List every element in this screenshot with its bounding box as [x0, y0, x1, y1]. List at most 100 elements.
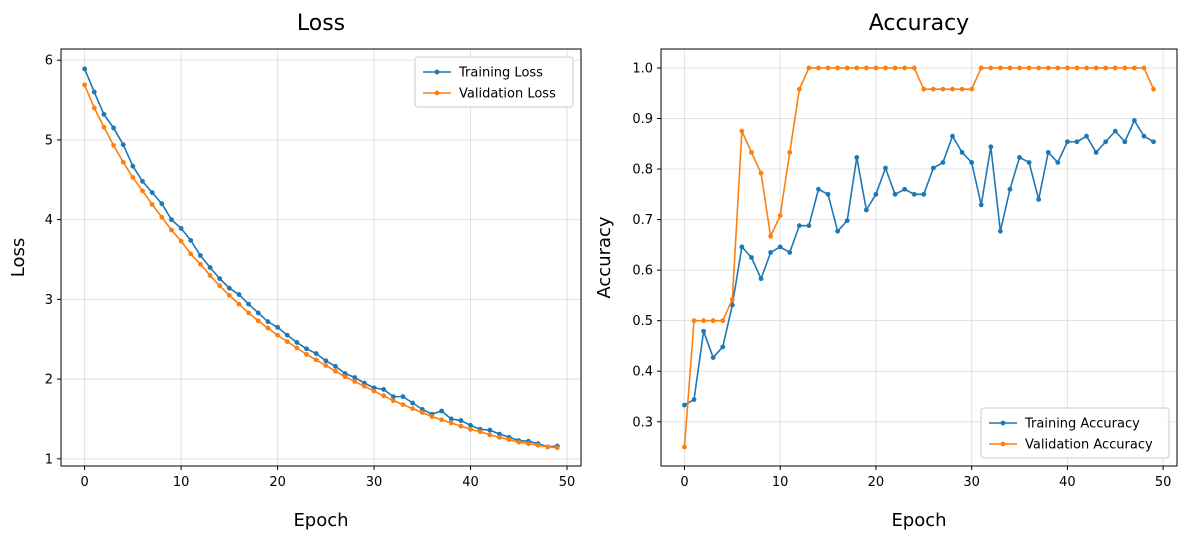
legend-box — [414, 56, 574, 108]
data-point — [101, 111, 107, 117]
data-point — [159, 214, 165, 220]
data-point — [284, 339, 290, 345]
y-tick-label: 0.7 — [632, 213, 653, 228]
data-point — [400, 402, 406, 408]
data-point — [120, 159, 126, 165]
data-point — [1064, 139, 1070, 145]
data-point — [381, 393, 387, 399]
data-point — [873, 65, 879, 71]
data-point — [1074, 65, 1080, 71]
data-point — [1131, 118, 1137, 123]
x-tick-label: 50 — [559, 475, 576, 490]
data-point — [468, 426, 473, 432]
data-point — [844, 65, 850, 71]
data-point — [959, 149, 965, 155]
data-point — [863, 65, 869, 71]
data-point — [130, 174, 136, 180]
data-point — [304, 346, 309, 352]
data-point — [477, 429, 483, 435]
data-point — [526, 441, 531, 447]
data-point — [749, 255, 754, 260]
data-point — [682, 402, 687, 408]
data-point — [959, 86, 965, 92]
data-point — [265, 325, 271, 331]
data-point — [419, 410, 425, 415]
data-point — [997, 228, 1003, 234]
data-point — [101, 124, 107, 130]
x-axis-label: Epoch — [293, 510, 348, 531]
data-point — [217, 283, 223, 289]
x-tick-label: 20 — [868, 475, 885, 490]
data-point — [226, 292, 232, 298]
data-point — [390, 398, 396, 404]
chart-panel-2: 0 10 20 30 40 50 0.3 0.4 0.5 0.6 0.7 0.8 0.9 1.0 Accur… — [594, 11, 1178, 531]
data-point — [545, 444, 551, 450]
data-point — [1103, 139, 1109, 145]
data-point — [217, 276, 223, 282]
x-axis-label: Epoch — [891, 510, 946, 531]
data-point — [1084, 133, 1089, 139]
x-tick-label: 10 — [173, 475, 190, 490]
data-point — [950, 133, 955, 139]
data-point — [149, 202, 155, 207]
y-tick-label: 6 — [45, 54, 53, 69]
x-tick-label: 0 — [80, 475, 88, 490]
data-point — [710, 318, 716, 324]
data-point — [82, 66, 88, 72]
data-point — [940, 86, 946, 92]
y-tick-label: 1.0 — [632, 61, 653, 76]
data-point — [294, 340, 300, 345]
y-tick-label: 0.4 — [632, 365, 653, 380]
legend-label: Validation Accuracy — [1025, 438, 1153, 453]
data-point — [439, 417, 444, 423]
data-point — [371, 388, 377, 394]
data-point — [255, 318, 261, 324]
data-point — [816, 65, 821, 71]
data-point — [921, 86, 927, 92]
data-point — [691, 318, 697, 324]
plot-area — [61, 49, 581, 466]
data-point — [333, 363, 338, 369]
plot-frame — [60, 48, 582, 467]
y-tick-label: 0.9 — [632, 112, 653, 127]
data-point — [691, 397, 697, 402]
data-point — [1131, 65, 1137, 71]
data-point — [701, 328, 707, 334]
data-point — [988, 144, 994, 150]
data-point — [758, 276, 764, 282]
data-point — [1084, 65, 1089, 71]
data-point — [806, 223, 812, 229]
data-point — [111, 125, 116, 131]
data-point — [854, 65, 860, 71]
chart-panel-1: 0 10 20 30 40 50 1 2 3 4 5 6 Loss Epoch Loss Training L… — [8, 11, 582, 531]
data-point — [1017, 155, 1022, 160]
data-point — [950, 86, 955, 92]
data-point — [720, 318, 726, 324]
data-point — [255, 310, 261, 316]
legend-swatch-marker — [434, 69, 440, 75]
legend-label: Training Accuracy — [1024, 417, 1140, 432]
data-point — [352, 379, 358, 384]
data-point — [1122, 139, 1128, 145]
data-point — [835, 65, 841, 71]
data-point — [921, 191, 927, 197]
data-point — [458, 423, 464, 429]
data-point — [304, 351, 309, 357]
x-tick-label: 10 — [772, 475, 789, 490]
x-tick-label: 40 — [462, 475, 479, 490]
y-tick-label: 0.3 — [632, 415, 653, 430]
y-axis-label: Loss — [8, 238, 29, 277]
data-point — [1045, 65, 1051, 71]
data-point — [149, 190, 155, 195]
data-point — [701, 318, 707, 324]
data-point — [892, 191, 898, 197]
data-point — [1141, 133, 1147, 139]
data-point — [1026, 160, 1032, 165]
data-point — [130, 163, 136, 169]
legend-label: Training Loss — [458, 66, 543, 81]
y-axis-label: Accuracy — [594, 216, 615, 299]
data-point — [390, 394, 396, 400]
data-point — [873, 191, 879, 197]
x-tick-label: 50 — [1155, 475, 1172, 490]
data-point — [140, 188, 145, 194]
